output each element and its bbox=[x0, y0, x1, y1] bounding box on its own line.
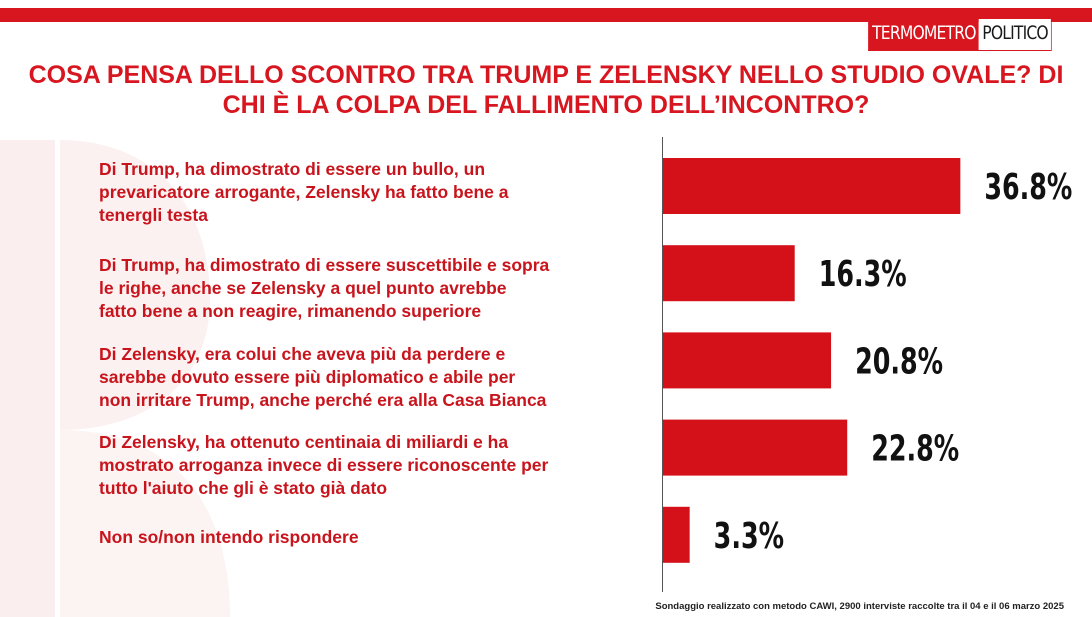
chart-title: COSA PENSA DELLO SCONTRO TRA TRUMP E ZEL… bbox=[28, 61, 1064, 119]
bar-1 bbox=[663, 158, 961, 214]
category-label-1: Di Trump, ha dimostrato di essere un bul… bbox=[99, 159, 509, 225]
value-label-3: 20.8% bbox=[855, 341, 943, 382]
bar-5 bbox=[663, 506, 690, 563]
value-label-1: 36.8% bbox=[984, 167, 1072, 208]
category-label-2: Di Trump, ha dimostrato di essere suscet… bbox=[99, 255, 550, 321]
category-label-4: Di Zelensky, ha ottenuto centinaia di mi… bbox=[99, 432, 549, 498]
bar-4 bbox=[663, 419, 848, 476]
termometro-politico-logo: Termometro Politico bbox=[868, 18, 1052, 51]
value-label-2: 16.3% bbox=[819, 254, 907, 295]
bar-3 bbox=[663, 332, 832, 389]
survey-footnote: Sondaggio realizzato con metodo CAWI, 29… bbox=[655, 601, 1064, 612]
top-accent-bar bbox=[0, 8, 1092, 22]
bar-2 bbox=[663, 245, 795, 302]
value-label-5: 3.3% bbox=[714, 516, 784, 557]
category-label-3: Di Zelensky, era colui che aveva più da … bbox=[99, 344, 547, 410]
y-axis-line bbox=[662, 137, 663, 592]
logo-right-text: Politico bbox=[978, 19, 1052, 50]
category-label-5: Non so/non intendo rispondere bbox=[99, 527, 359, 547]
value-label-4: 22.8% bbox=[871, 429, 959, 470]
logo-left-text: Termometro bbox=[868, 19, 979, 50]
